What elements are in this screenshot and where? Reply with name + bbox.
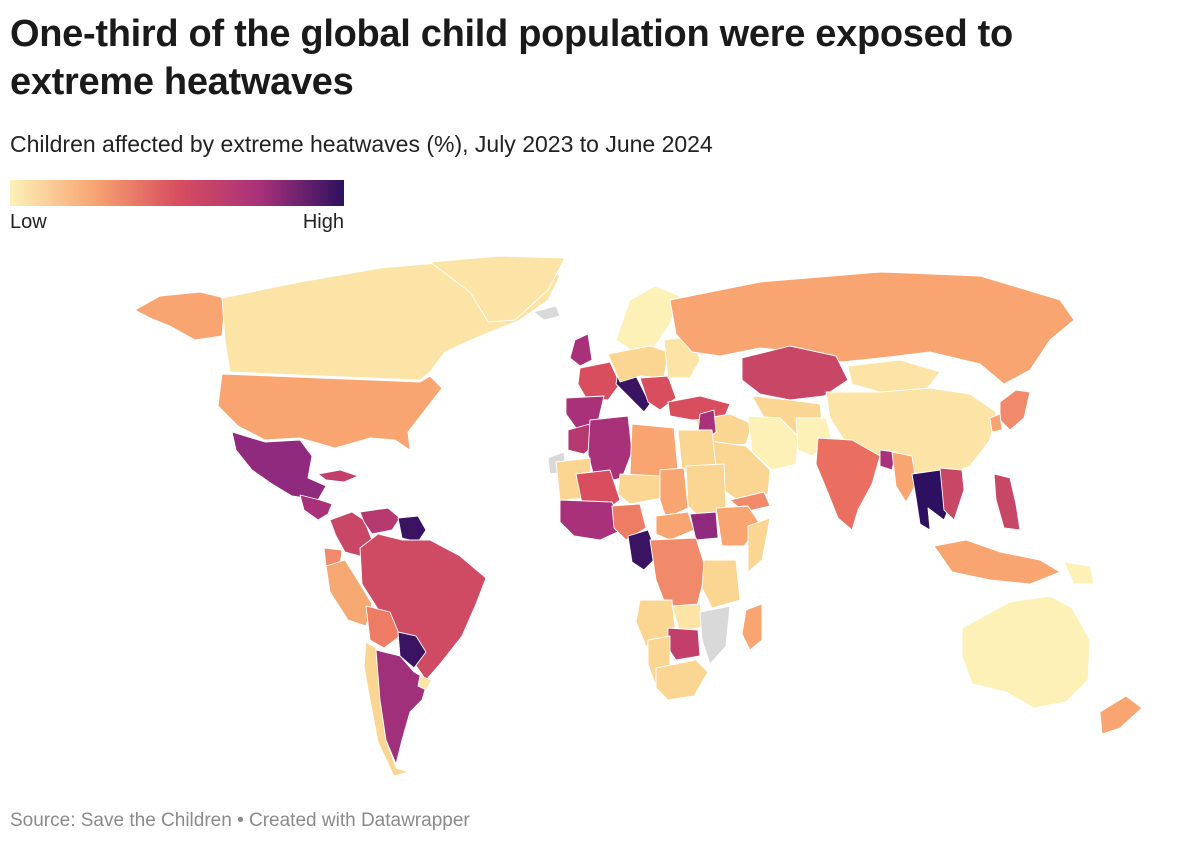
region-south-africa[interactable]: South Africa: [655, 659, 709, 701]
region-cuba[interactable]: Cuba: [317, 469, 359, 483]
region-central-america[interactable]: Central America: [299, 494, 333, 521]
region-chad[interactable]: Chad: [659, 467, 689, 519]
region-dr-congo[interactable]: DR Congo: [649, 537, 707, 611]
color-legend: Low High: [10, 180, 344, 236]
region-zimbabwe[interactable]: Zimbabwe: [667, 627, 701, 661]
region-egypt[interactable]: Egypt: [677, 429, 717, 471]
region-madagascar[interactable]: Madagascar: [741, 603, 763, 651]
region-vietnam[interactable]: Vietnam: [939, 467, 965, 521]
region-france[interactable]: France: [577, 361, 621, 401]
region-russia[interactable]: Russia: [669, 271, 1075, 385]
region-zambia[interactable]: Zambia: [671, 603, 705, 633]
region-south-sudan[interactable]: South Sudan: [689, 511, 719, 541]
region-paraguay[interactable]: Paraguay: [397, 631, 427, 669]
legend-high-label: High: [302, 211, 344, 233]
region-iceland[interactable]: Iceland: [533, 305, 561, 321]
region-tanzania[interactable]: Tanzania: [701, 559, 741, 609]
legend-low-label: Low: [10, 211, 47, 233]
region-japan[interactable]: Japan: [999, 389, 1031, 431]
region-mozambique[interactable]: Mozambique: [699, 605, 731, 665]
region-indonesia[interactable]: Indonesia: [933, 539, 1061, 585]
region-central-african-republic[interactable]: Central African Republic: [655, 511, 695, 541]
region-united-states[interactable]: United States: [217, 373, 443, 451]
region-myanmar[interactable]: Myanmar: [891, 451, 917, 503]
region-venezuela[interactable]: Venezuela: [359, 507, 401, 535]
region-india[interactable]: India: [815, 437, 881, 531]
region-kazakhstan[interactable]: Kazakhstan: [741, 345, 849, 401]
region-australia[interactable]: Australia: [961, 595, 1091, 709]
region-argentina[interactable]: Argentina: [375, 649, 429, 765]
region-alaska[interactable]: Alaska: [134, 291, 226, 341]
legend-gradient-bar: [10, 180, 344, 206]
region-mongolia[interactable]: Mongolia: [847, 359, 941, 393]
region-uruguay[interactable]: Uruguay: [417, 675, 433, 691]
region-mexico[interactable]: Mexico: [231, 431, 327, 501]
region-united-kingdom[interactable]: United Kingdom: [569, 333, 593, 367]
region-bolivia[interactable]: Bolivia: [365, 605, 401, 649]
region-papua-new-guinea[interactable]: Papua New Guinea: [1063, 561, 1095, 585]
region-greenland[interactable]: Greenland: [429, 255, 566, 323]
region-philippines[interactable]: Philippines: [993, 473, 1021, 531]
chart-title: One-third of the global child population…: [10, 13, 1013, 103]
world-choropleth-map: AlaskaCanadaGreenlandUnited StatesMexico…: [134, 255, 1143, 777]
region-guianas[interactable]: Guianas: [397, 515, 427, 543]
region-korea[interactable]: Korea: [989, 413, 1003, 433]
region-west-africa-coast[interactable]: West Africa Coast: [559, 499, 627, 541]
source-note: Source: Save the Children • Created with…: [10, 810, 470, 831]
region-niger[interactable]: Niger: [617, 473, 663, 505]
chart-subtitle: Children affected by extreme heatwaves (…: [10, 131, 713, 157]
region-new-zealand[interactable]: New Zealand: [1099, 695, 1143, 735]
region-somalia[interactable]: Somalia: [747, 517, 771, 573]
